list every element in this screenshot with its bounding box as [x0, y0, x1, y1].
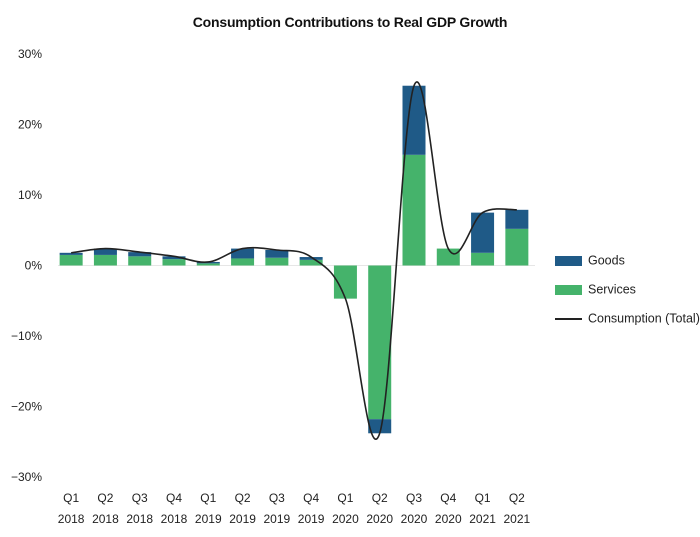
bar-services: [471, 252, 495, 266]
y-tick-label: 0%: [25, 259, 43, 273]
legend-item-consumption-total: Consumption (Total): [555, 308, 700, 328]
x-tick-label-year: 2018: [92, 512, 119, 526]
bar-services: [265, 257, 289, 266]
x-tick-label-year: 2021: [504, 512, 531, 526]
bar-services: [231, 258, 255, 266]
bar-services: [128, 256, 152, 266]
bar-goods: [368, 419, 392, 434]
bar-services: [299, 259, 323, 266]
x-tick-label-quarter: Q2: [97, 491, 113, 505]
bar-goods: [265, 249, 289, 258]
bar-goods: [299, 257, 323, 260]
bar-goods: [402, 85, 426, 155]
bar-goods: [93, 248, 117, 255]
x-tick-label-quarter: Q4: [166, 491, 182, 505]
x-tick-label-year: 2020: [435, 512, 462, 526]
x-tick-label-quarter: Q1: [200, 491, 216, 505]
x-tick-label-year: 2019: [229, 512, 256, 526]
bar-goods: [128, 252, 152, 257]
x-tick-label-quarter: Q2: [372, 491, 388, 505]
y-tick-label: 10%: [18, 188, 42, 202]
x-tick-label-quarter: Q4: [303, 491, 319, 505]
bar-services: [368, 265, 392, 420]
y-tick-label: 20%: [18, 118, 42, 132]
bar-goods: [231, 248, 255, 259]
chart-legend: Goods Services Consumption (Total): [555, 250, 700, 337]
x-tick-label-quarter: Q1: [337, 491, 353, 505]
legend-line-consumption-total: [555, 317, 582, 320]
x-tick-label-year: 2019: [264, 512, 291, 526]
x-tick-label-quarter: Q3: [406, 491, 422, 505]
bar-services: [436, 248, 460, 266]
bar-goods: [162, 256, 186, 260]
legend-swatch-goods: [555, 255, 582, 266]
y-tick-label: 30%: [18, 47, 42, 61]
y-tick-label: −20%: [11, 400, 42, 414]
bar-services: [162, 259, 186, 266]
x-tick-label-year: 2018: [58, 512, 85, 526]
bar-services: [93, 254, 117, 266]
bar-services: [402, 154, 426, 266]
legend-swatch-services: [555, 284, 582, 295]
bar-services: [333, 265, 357, 299]
x-tick-label-year: 2021: [469, 512, 496, 526]
legend-label-services: Services: [588, 282, 636, 297]
line-consumption-total: [71, 81, 517, 440]
legend-label-consumption-total: Consumption (Total): [588, 311, 700, 326]
x-tick-label-year: 2019: [298, 512, 325, 526]
x-tick-label-year: 2020: [332, 512, 359, 526]
bar-goods: [471, 212, 495, 253]
x-tick-label-quarter: Q3: [269, 491, 285, 505]
x-tick-label-quarter: Q2: [509, 491, 525, 505]
y-tick-label: −10%: [11, 329, 42, 343]
legend-label-goods: Goods: [588, 253, 625, 268]
x-tick-label-quarter: Q4: [440, 491, 456, 505]
bar-goods: [59, 252, 83, 255]
x-tick-label-year: 2018: [161, 512, 188, 526]
bar-services: [59, 254, 83, 266]
x-tick-label-year: 2019: [195, 512, 222, 526]
x-tick-label-year: 2020: [366, 512, 393, 526]
x-tick-label-quarter: Q2: [235, 491, 251, 505]
x-tick-label-year: 2018: [126, 512, 153, 526]
x-tick-label-quarter: Q1: [475, 491, 491, 505]
x-tick-label-year: 2020: [401, 512, 428, 526]
chart-title: Consumption Contributions to Real GDP Gr…: [192, 14, 508, 30]
legend-item-goods: Goods: [555, 250, 700, 270]
bar-goods: [505, 209, 529, 229]
y-tick-label: −30%: [11, 470, 42, 484]
bar-services: [505, 228, 529, 266]
bar-services: [196, 263, 220, 266]
x-tick-label-quarter: Q1: [63, 491, 79, 505]
legend-item-services: Services: [555, 279, 700, 299]
x-tick-label-quarter: Q3: [132, 491, 148, 505]
